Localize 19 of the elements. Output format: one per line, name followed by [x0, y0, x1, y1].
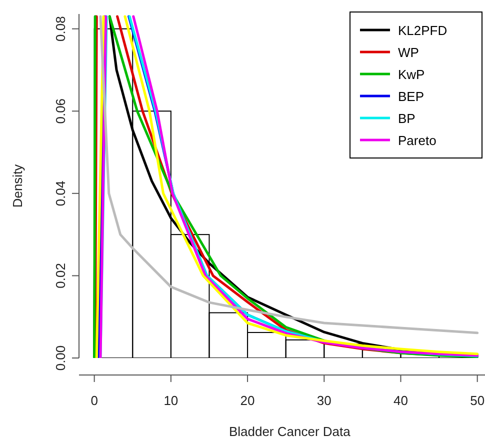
x-axis-title: Bladder Cancer Data	[228, 424, 352, 439]
x-tick-label: 50	[470, 393, 485, 408]
legend-label: KL2PFD	[398, 23, 448, 38]
y-tick-label: 0.00	[53, 345, 68, 371]
legend-label: WP	[398, 45, 419, 60]
legend-label: BP	[398, 111, 416, 126]
x-tick-label: 40	[394, 393, 408, 408]
y-axis-title: Density	[10, 164, 25, 208]
legend-label: BEP	[398, 89, 424, 104]
x-tick-label: 20	[240, 393, 255, 408]
x-tick-label: 10	[164, 393, 178, 408]
legend-label: KwP	[398, 67, 425, 82]
x-tick-label: 0	[90, 393, 98, 408]
y-tick-label: 0.04	[53, 180, 68, 206]
x-tick-label: 30	[316, 393, 332, 408]
y-tick-label: 0.02	[53, 263, 68, 288]
y-tick-label: 0.06	[53, 98, 68, 124]
legend-label: Pareto	[398, 133, 436, 148]
y-tick-label: 0.08	[53, 16, 68, 42]
